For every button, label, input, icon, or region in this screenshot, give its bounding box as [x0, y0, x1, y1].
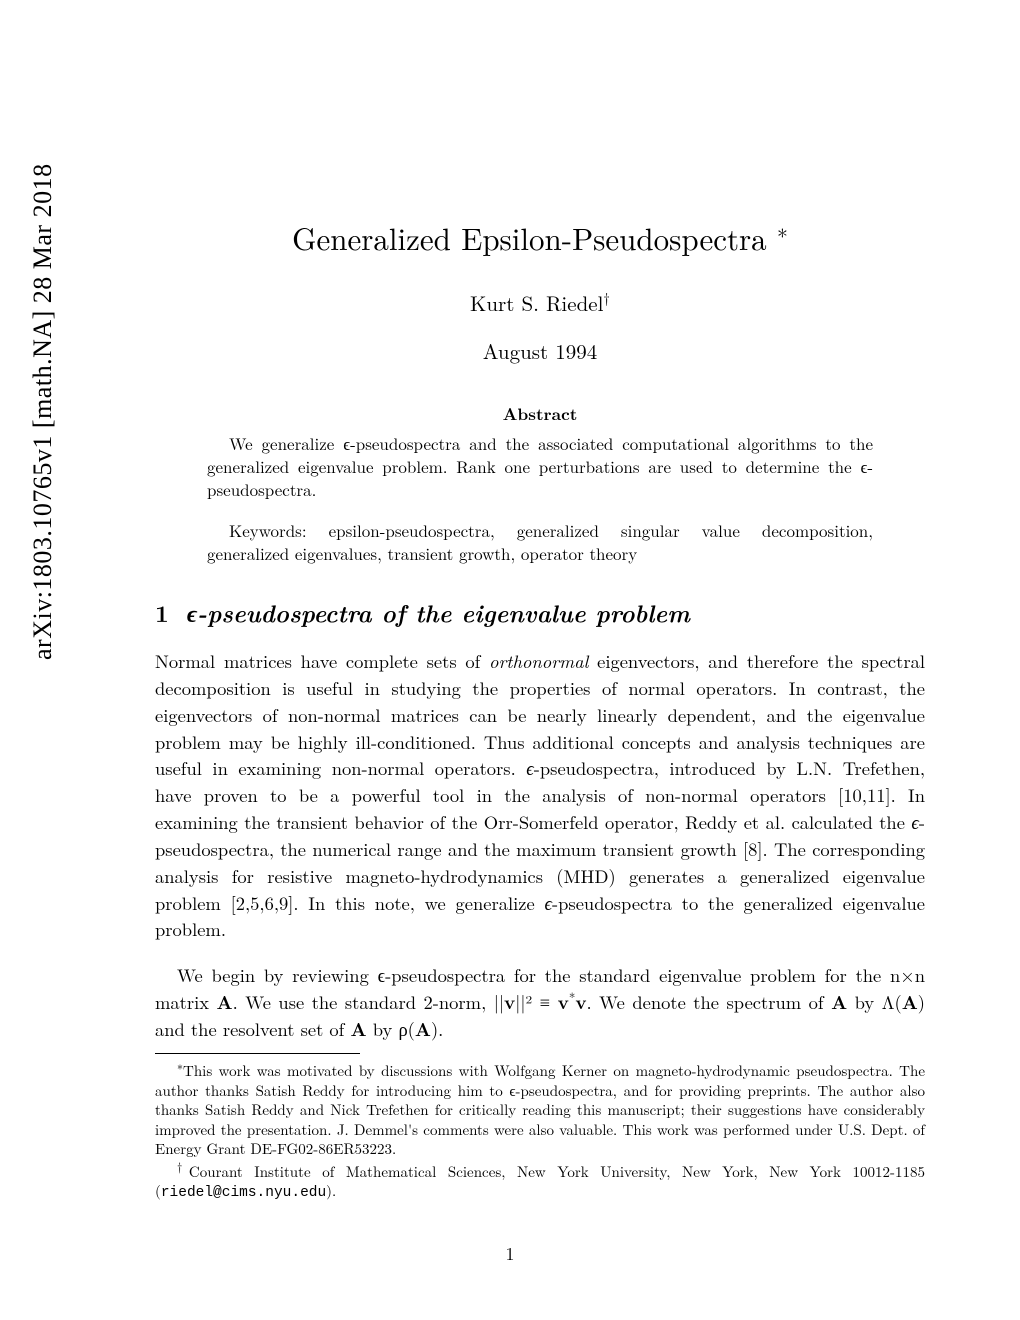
- p2-g: by ρ(: [367, 1016, 415, 1042]
- p2-e: by Λ(: [847, 990, 902, 1016]
- author-footnote-marker: †: [603, 287, 610, 308]
- page-content: Generalized Epsilon-Pseudospectra ∗ Kurt…: [155, 215, 925, 1203]
- footnote-2: †Courant Institute of Mathematical Scien…: [155, 1159, 925, 1203]
- footnote-2-email: riedel@cims.nyu.edu: [161, 1185, 326, 1201]
- paper-title: Generalized Epsilon-Pseudospectra ∗: [155, 215, 925, 259]
- paragraph-2: We begin by reviewing ϵ-pseudospectra fo…: [155, 962, 925, 1044]
- section-heading: 1 ϵ-pseudospectra of the eigenvalue probl…: [155, 595, 925, 630]
- p2-h: ).: [431, 1016, 443, 1042]
- matrix-A-3: A: [902, 990, 918, 1016]
- matrix-A-5: A: [415, 1016, 431, 1042]
- arxiv-identifier: arXiv:1803.10765v1 [math.NA] 28 Mar 2018: [28, 163, 58, 660]
- matrix-A-4: A: [351, 1016, 367, 1042]
- section-number: 1: [155, 596, 169, 630]
- footnote-1-text: This work was motivated by discussions w…: [155, 1060, 925, 1159]
- vec-v-1: v: [504, 990, 515, 1016]
- paper-author: Kurt S. Riedel†: [155, 287, 925, 318]
- keywords: Keywords: epsilon-pseudospectra, general…: [207, 519, 873, 565]
- title-text: Generalized Epsilon-Pseudospectra: [292, 215, 777, 259]
- abstract-heading: Abstract: [155, 402, 925, 426]
- footnote-rule: [155, 1053, 360, 1054]
- paragraph-1: Normal matrices have complete sets of or…: [155, 648, 925, 943]
- footnote-1: ∗This work was motivated by discussions …: [155, 1058, 925, 1159]
- p2-c: ||² ≡: [515, 990, 557, 1016]
- abstract-body: We generalize ϵ-pseudospectra and the as…: [207, 432, 873, 501]
- footnote-2-marker: †: [177, 1158, 189, 1175]
- author-name: Kurt S. Riedel: [470, 288, 603, 318]
- section-title: ϵ-pseudospectra of the eigenvalue proble…: [187, 595, 690, 630]
- footnote-2-text-b: ).: [326, 1180, 336, 1201]
- vstar-v: v: [558, 990, 569, 1016]
- p2-d: . We denote the spectrum of: [587, 990, 832, 1016]
- paper-date: August 1994: [155, 336, 925, 366]
- abstract-text: We generalize ϵ-pseudospectra and the as…: [207, 432, 873, 501]
- matrix-A-1: A: [217, 990, 233, 1016]
- page-number: 1: [0, 1241, 1020, 1266]
- title-footnote-marker: ∗: [777, 216, 788, 246]
- matrix-A-2: A: [831, 990, 847, 1016]
- p2-b: . We use the standard 2-norm, ||: [233, 990, 504, 1016]
